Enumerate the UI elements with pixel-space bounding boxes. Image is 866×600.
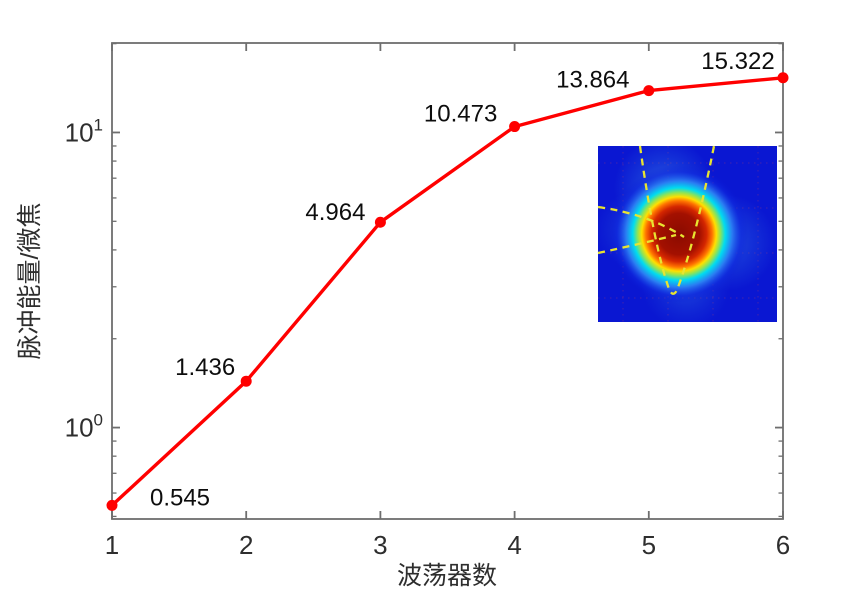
data-point-label: 13.864 [556, 67, 629, 94]
data-point-marker [106, 499, 118, 511]
plot-box [111, 42, 784, 520]
series-layer [106, 72, 789, 511]
x-tick-label: 3 [373, 530, 387, 560]
y-axis-label: 脉冲能量/微焦 [16, 203, 44, 360]
data-point-marker [643, 85, 655, 97]
x-axis-label: 波荡器数 [397, 562, 497, 590]
data-point-marker [240, 375, 252, 387]
data-point-label: 15.322 [701, 48, 774, 75]
labels-layer: 1 2 3 4 5 6 100 101 0.545 1.436 4.964 10.473 13.864 1… [65, 48, 791, 560]
data-point-label: 10.473 [424, 101, 497, 128]
x-tick-label: 4 [507, 530, 521, 560]
fit-line-lower [597, 233, 677, 255]
data-point-label: 4.964 [305, 199, 365, 226]
beam-profile-inset [597, 145, 777, 322]
x-tick-label: 5 [642, 530, 656, 560]
x-tick-label: 6 [776, 530, 790, 560]
data-point-label: 0.545 [150, 484, 210, 511]
x-tick-label: 1 [105, 530, 119, 560]
data-point-marker [777, 72, 789, 84]
x-tick-label: 2 [239, 530, 253, 560]
data-point-marker [509, 121, 521, 133]
y-tick-label: 101 [65, 115, 103, 147]
y-tick-label: 100 [65, 411, 103, 443]
pulse-energy-line [110, 76, 785, 508]
data-point-marker [374, 216, 386, 228]
beam-core-blob [598, 146, 777, 322]
axes-layer [111, 42, 784, 520]
data-point-label: 1.436 [175, 354, 235, 381]
fit-parabola [638, 145, 716, 295]
